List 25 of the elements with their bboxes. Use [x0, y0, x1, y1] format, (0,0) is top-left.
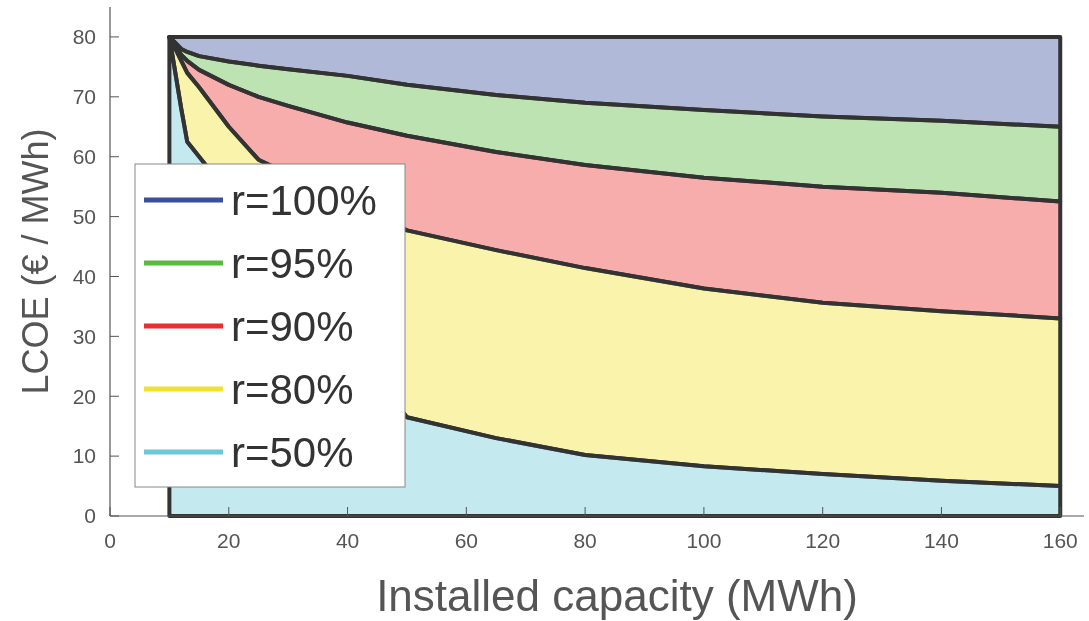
x-tick-label: 120 — [805, 529, 841, 552]
y-tick-label: 50 — [72, 204, 96, 228]
y-tick-label: 20 — [72, 384, 96, 408]
y-tick-label: 0 — [84, 504, 96, 528]
legend-label: r=100% — [231, 177, 377, 225]
x-tick-label: 160 — [1042, 529, 1078, 552]
x-axis-title: Installed capacity (MWh) — [376, 571, 858, 620]
legend-label: r=90% — [231, 303, 354, 351]
y-tick-label: 10 — [72, 444, 96, 468]
y-tick-label: 30 — [72, 324, 96, 348]
x-tick-label: 80 — [573, 529, 597, 552]
y-tick-label: 60 — [72, 145, 96, 169]
y-tick-label: 70 — [72, 85, 96, 109]
x-tick-label: 100 — [686, 529, 722, 552]
x-tick-label: 0 — [104, 529, 116, 552]
y-axis-title: LCOE (€ / MWh) — [15, 128, 56, 395]
y-tick-label: 40 — [72, 264, 96, 288]
legend-label: r=95% — [231, 240, 354, 288]
x-tick-label: 40 — [335, 529, 360, 552]
x-tick-label: 140 — [923, 529, 959, 552]
legend-label: r=50% — [231, 429, 354, 477]
legend-label: r=80% — [231, 366, 354, 414]
x-tick-label: 60 — [454, 529, 479, 552]
x-tick-label: 20 — [217, 529, 241, 552]
y-tick-label: 80 — [72, 25, 96, 49]
